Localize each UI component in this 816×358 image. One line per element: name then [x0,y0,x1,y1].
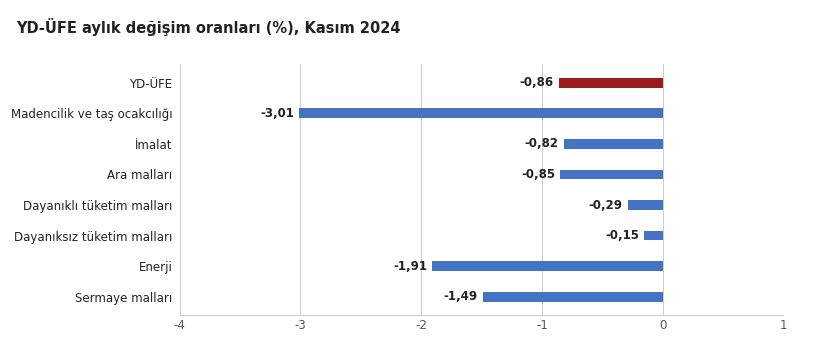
Bar [628,200,663,210]
Text: -0,29: -0,29 [588,199,623,212]
Text: -0,85: -0,85 [521,168,555,181]
Text: -0,86: -0,86 [520,76,554,89]
Bar [645,231,663,241]
Text: -0,82: -0,82 [525,137,559,150]
Bar [432,261,663,271]
Text: YD-ÜFE aylık değişim oranları (%), Kasım 2024: YD-ÜFE aylık değişim oranları (%), Kasım… [16,18,401,36]
Bar [560,170,663,179]
Bar [564,139,663,149]
Text: -3,01: -3,01 [260,107,295,120]
Text: -1,91: -1,91 [393,260,427,273]
Bar [482,292,663,301]
Bar [299,108,663,118]
Text: -1,49: -1,49 [444,290,478,303]
Text: -0,15: -0,15 [605,229,640,242]
Bar [559,78,663,88]
